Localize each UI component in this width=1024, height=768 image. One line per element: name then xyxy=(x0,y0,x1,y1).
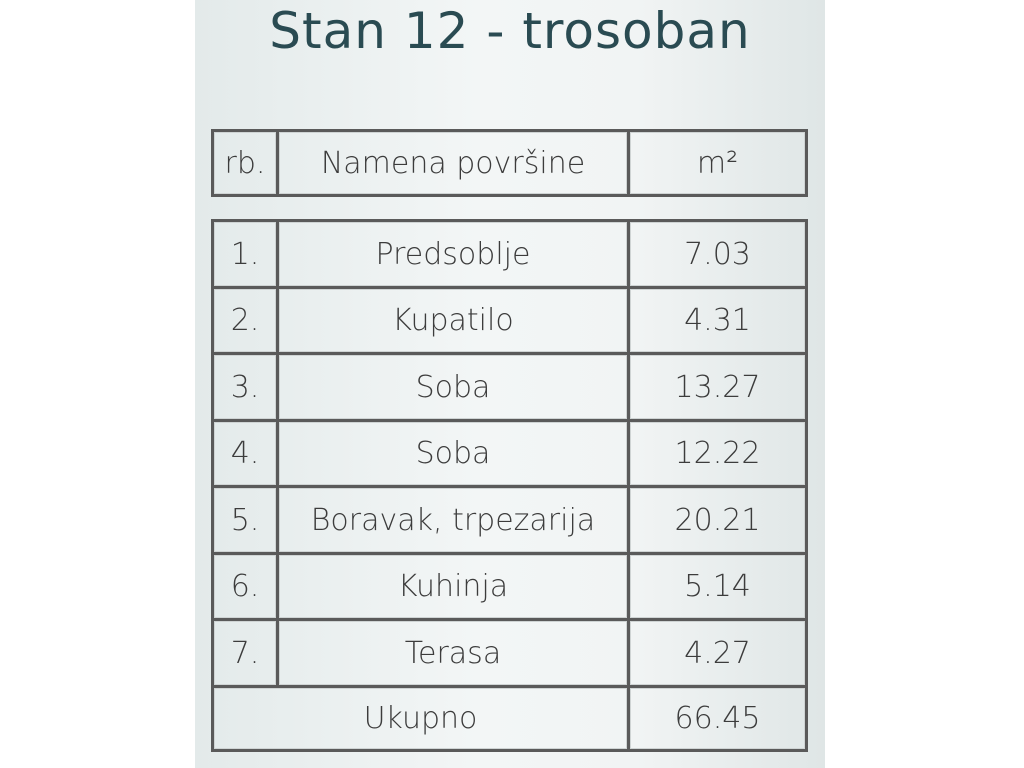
page-title: Stan 12 - trosoban xyxy=(269,2,751,60)
room-area: 4.27 xyxy=(627,618,808,688)
total-area: 66.45 xyxy=(627,685,808,752)
total-label: Ukupno xyxy=(211,685,630,752)
room-area: 7.03 xyxy=(627,219,808,289)
column-header: m² xyxy=(627,129,808,197)
room-name: Soba xyxy=(276,352,630,422)
room-name: Predsoblje xyxy=(276,219,630,289)
row-number: 5. xyxy=(211,485,279,555)
row-number: 7. xyxy=(211,618,279,688)
column-header: rb. xyxy=(211,129,279,197)
room-name: Kupatilo xyxy=(276,286,630,355)
panel xyxy=(195,0,825,768)
room-name: Boravak, trpezarija xyxy=(276,485,630,555)
row-number: 6. xyxy=(211,552,279,621)
column-header: Namena površine xyxy=(276,129,630,197)
row-number: 3. xyxy=(211,352,279,422)
room-area: 20.21 xyxy=(627,485,808,555)
room-name: Terasa xyxy=(276,618,630,688)
room-name: Soba xyxy=(276,419,630,488)
room-area: 5.14 xyxy=(627,552,808,621)
room-area: 4.31 xyxy=(627,286,808,355)
room-name: Kuhinja xyxy=(276,552,630,621)
row-number: 2. xyxy=(211,286,279,355)
room-area: 12.22 xyxy=(627,419,808,488)
row-number: 4. xyxy=(211,419,279,488)
room-area: 13.27 xyxy=(627,352,808,422)
row-number: 1. xyxy=(211,219,279,289)
